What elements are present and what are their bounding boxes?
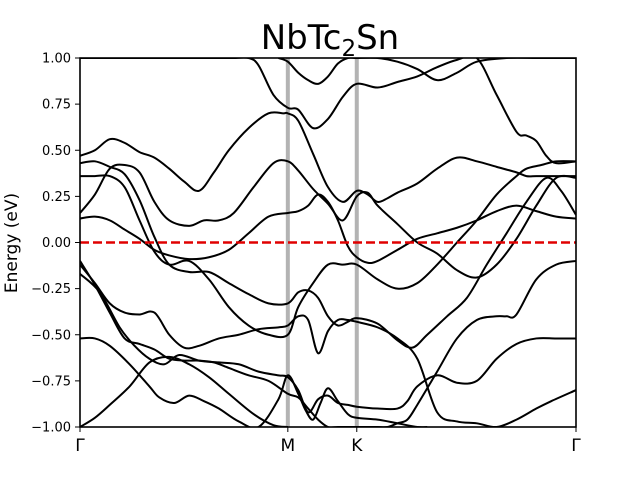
band-line-7 — [80, 193, 576, 265]
band-line-11 — [278, 58, 576, 85]
y-tick-label-8: 1.00 — [42, 52, 71, 67]
chart-title-subscript: 2 — [341, 36, 356, 62]
band-line-10 — [80, 58, 576, 165]
band-line-3 — [80, 264, 576, 427]
chart-title-tail: Sn — [356, 18, 399, 58]
y-tick-label-2: −0.50 — [31, 328, 71, 343]
y-tick-label-5: 0.25 — [42, 190, 71, 205]
band-line-2 — [80, 273, 576, 414]
x-tick-label-0: Γ — [75, 436, 85, 456]
y-axis-label: Energy (eV) — [2, 193, 22, 293]
band-line-1 — [80, 336, 428, 427]
band-line-0 — [80, 355, 288, 427]
x-tick-label-1: M — [280, 436, 295, 456]
y-ticks: −1.00 −0.75 −0.50 −0.25 0.00 0.25 0.50 0.75 1.00 — [31, 52, 80, 436]
y-tick-label-1: −0.75 — [31, 374, 71, 389]
y-tick-label-6: 0.50 — [42, 144, 71, 159]
band-line-8 — [80, 159, 576, 279]
chart-title: NbTc2Sn — [261, 18, 399, 62]
x-tick-label-2: K — [351, 436, 363, 456]
y-tick-label-7: 0.75 — [42, 98, 71, 113]
band-lines — [80, 58, 576, 427]
y-tick-label-0: −1.00 — [31, 421, 71, 436]
band-line-9 — [80, 111, 576, 203]
band-line-5 — [80, 259, 576, 427]
chart-title-main: NbTc — [261, 18, 342, 58]
y-tick-label-3: −0.25 — [31, 282, 71, 297]
y-tick-label-4: 0.00 — [42, 236, 71, 251]
x-tick-label-3: Γ — [571, 436, 581, 456]
band-line-4 — [80, 160, 576, 349]
